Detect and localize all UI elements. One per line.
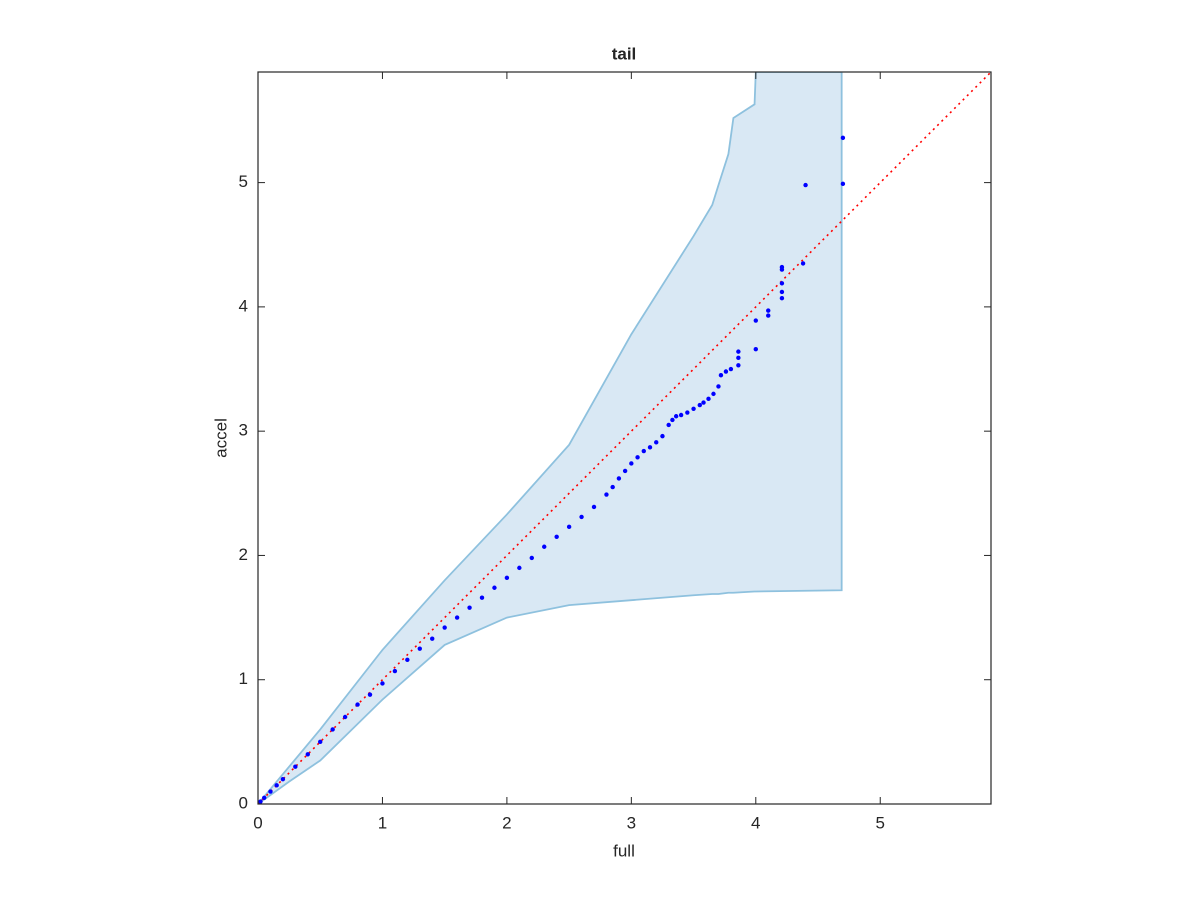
point xyxy=(766,308,771,313)
point xyxy=(779,281,785,286)
point xyxy=(685,410,690,415)
point xyxy=(262,795,267,800)
point xyxy=(293,764,298,769)
x-tick-label: 3 xyxy=(627,813,636,832)
point xyxy=(678,412,684,418)
y-tick-label: 5 xyxy=(239,172,248,191)
point xyxy=(716,384,721,389)
point xyxy=(736,349,741,354)
point xyxy=(405,657,410,663)
point xyxy=(579,514,584,520)
point xyxy=(697,402,702,408)
point xyxy=(504,575,510,581)
x-tick-label: 4 xyxy=(751,813,760,832)
point xyxy=(342,714,348,720)
point xyxy=(554,534,559,540)
point xyxy=(840,135,846,141)
reference-line xyxy=(258,72,991,804)
point xyxy=(800,261,806,266)
point xyxy=(479,595,485,600)
point xyxy=(305,752,310,757)
point xyxy=(392,668,398,674)
confidence-band xyxy=(258,72,843,804)
y-axis-label: accel xyxy=(211,418,230,458)
point xyxy=(318,739,323,745)
point xyxy=(517,565,522,571)
point xyxy=(616,476,622,481)
point xyxy=(691,406,696,411)
point xyxy=(647,445,653,450)
x-tick-label: 0 xyxy=(253,813,262,832)
x-tick-label: 5 xyxy=(876,813,885,832)
y-tick-label: 4 xyxy=(239,296,248,315)
point xyxy=(355,702,360,707)
point xyxy=(622,468,628,474)
point xyxy=(779,264,785,270)
point xyxy=(635,455,640,460)
point xyxy=(753,346,758,352)
point xyxy=(706,396,711,402)
y-tick-label: 1 xyxy=(239,669,248,688)
axes-box xyxy=(257,71,992,805)
point xyxy=(268,789,273,794)
point xyxy=(711,391,716,397)
point xyxy=(367,692,373,697)
point xyxy=(280,776,286,782)
point xyxy=(610,484,615,490)
point xyxy=(840,181,846,187)
point xyxy=(701,400,706,405)
point xyxy=(566,524,572,530)
y-tick-label: 0 xyxy=(239,793,248,812)
point xyxy=(629,461,634,466)
point xyxy=(766,313,771,318)
y-tick-label: 2 xyxy=(239,545,248,564)
point xyxy=(753,318,758,323)
plot-area xyxy=(258,72,991,804)
point xyxy=(529,555,534,561)
x-axis-label: full xyxy=(613,841,635,860)
point xyxy=(660,433,665,439)
point xyxy=(442,625,447,630)
x-tick-label: 2 xyxy=(502,813,511,832)
point xyxy=(274,783,279,788)
point xyxy=(673,414,679,419)
x-tick-label: 1 xyxy=(378,813,387,832)
point xyxy=(723,369,729,374)
point xyxy=(492,585,497,590)
point xyxy=(380,681,385,686)
point xyxy=(417,646,422,651)
y-tick-label: 3 xyxy=(239,421,248,440)
point xyxy=(641,448,646,454)
point xyxy=(779,289,785,295)
point xyxy=(467,605,472,610)
point xyxy=(258,799,263,804)
point xyxy=(604,492,609,497)
point xyxy=(591,504,597,510)
chart-title: tail xyxy=(612,44,637,63)
point xyxy=(728,366,734,372)
point xyxy=(654,440,659,445)
point xyxy=(736,363,741,368)
point xyxy=(736,355,741,361)
point xyxy=(330,727,335,732)
point xyxy=(542,544,547,549)
point xyxy=(670,417,675,423)
point xyxy=(803,182,808,188)
point xyxy=(666,422,671,428)
point xyxy=(454,615,460,620)
point xyxy=(779,295,785,301)
point xyxy=(718,373,724,378)
point xyxy=(430,636,435,641)
